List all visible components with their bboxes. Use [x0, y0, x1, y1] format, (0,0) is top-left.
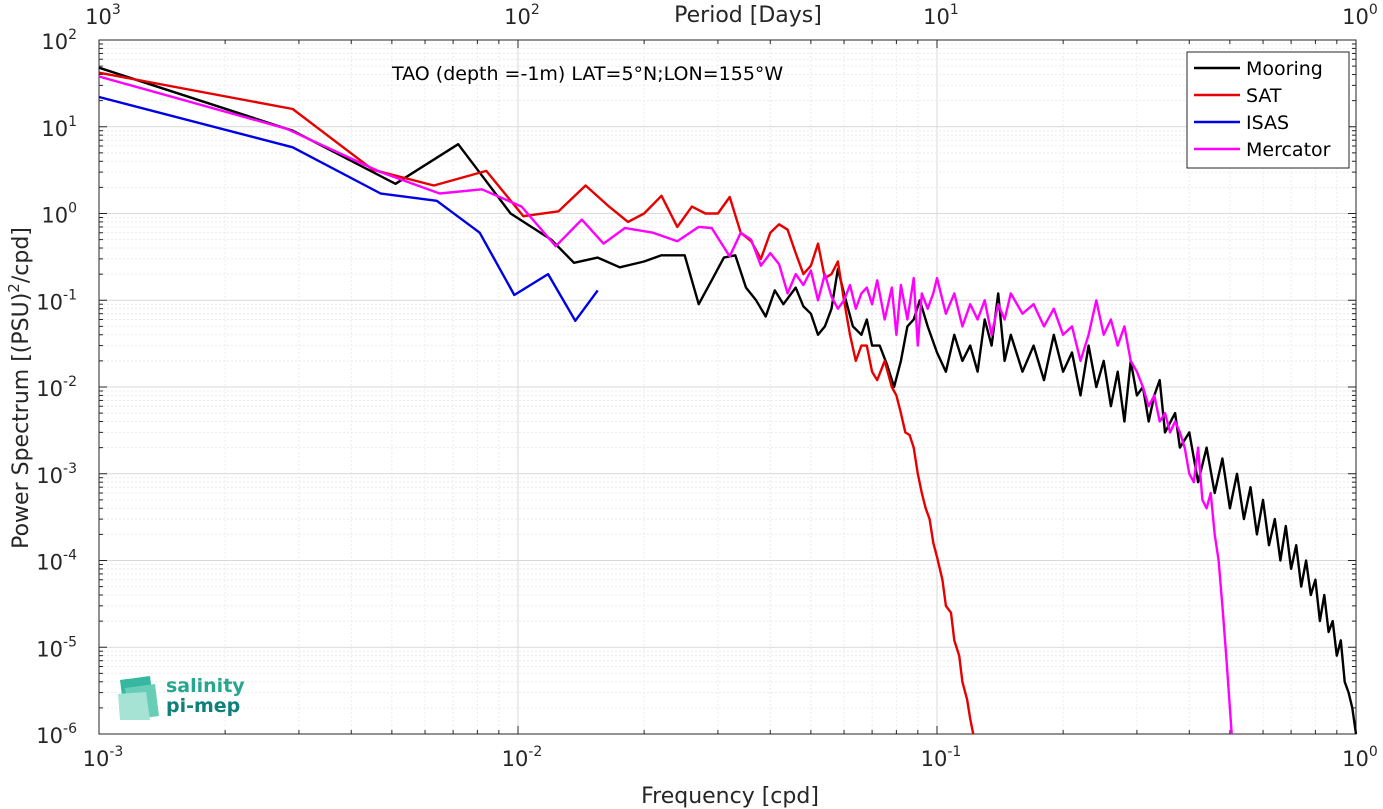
y-tick-label: 10-3 — [36, 461, 77, 488]
top-x-tick-label: 103 — [85, 2, 121, 29]
plot-area — [98, 66, 1358, 735]
legend-label-sat: SAT — [1246, 85, 1282, 107]
x-tick-label-base: 10 — [502, 747, 529, 771]
y-tick-label-base: 10 — [36, 637, 63, 661]
y-tick-label-exp: -2 — [63, 374, 77, 390]
series-line-sat — [98, 71, 975, 735]
legend-label-mooring: Mooring — [1246, 58, 1323, 80]
y-tick-label-exp: 1 — [68, 114, 77, 130]
salinity-pi-mep-logo: salinity pi-mep — [118, 675, 245, 720]
y-tick-label-base: 10 — [36, 464, 63, 488]
x-tick-label-exp: -3 — [109, 744, 123, 760]
top-x-tick-label-exp: 0 — [1369, 2, 1378, 18]
top-x-tick-label-exp: 2 — [531, 2, 540, 18]
y-tick-label-base: 10 — [41, 117, 68, 141]
chart-annotation: TAO (depth =-1m) LAT=5°N;LON=155°W — [391, 63, 783, 85]
series-line-mooring — [98, 66, 1358, 735]
series-line-mercator — [98, 75, 1233, 735]
x-tick-label-base: 10 — [83, 747, 110, 771]
legend: Mooring SAT ISAS Mercator — [1186, 51, 1350, 169]
logo-text-pi-mep: pi-mep — [166, 695, 240, 717]
y-axis-label-main: Power Spectrum [(PSU) — [9, 293, 34, 549]
y-tick-label-base: 10 — [41, 204, 68, 228]
x-tick-label: 100 — [1342, 744, 1378, 771]
y-axis-label-tail: /cpd] — [9, 227, 34, 283]
legend-label-isas: ISAS — [1246, 112, 1289, 134]
y-tick-label: 100 — [41, 201, 77, 228]
y-tick-label: 101 — [41, 114, 77, 141]
y-tick-label: 102 — [41, 27, 77, 54]
y-tick-label: 10-1 — [36, 287, 77, 314]
top-x-tick-label: 102 — [504, 2, 540, 29]
top-x-tick-label-exp: 1 — [950, 2, 959, 18]
grid — [98, 40, 1356, 735]
logo-text-salinity: salinity — [166, 675, 245, 697]
x-tick-label-exp: -2 — [528, 744, 542, 760]
y-tick-label: 10-6 — [36, 721, 77, 748]
y-axis-label-sup: 2 — [5, 283, 23, 293]
y-tick-label-base: 10 — [36, 377, 63, 401]
y-tick-label: 10-4 — [36, 548, 77, 575]
y-tick-label-base: 10 — [41, 30, 68, 54]
y-tick-label-exp: -3 — [63, 461, 77, 477]
y-tick-label-exp: -5 — [63, 634, 77, 650]
x-tick-label-exp: 0 — [1369, 744, 1378, 760]
x-tick-label-base: 10 — [1342, 747, 1369, 771]
top-x-axis-label: Period [Days] — [674, 3, 822, 28]
logo-mark-front — [118, 692, 150, 720]
y-tick-label: 10-2 — [36, 374, 77, 401]
x-tick-label: 10-3 — [83, 744, 124, 771]
y-axis-label: Power Spectrum [(PSU)2/cpd] — [5, 227, 34, 549]
y-tick-label-exp: -6 — [63, 721, 77, 737]
axes-frame — [98, 39, 1357, 735]
legend-label-mercator: Mercator — [1246, 139, 1331, 161]
x-tick-label-base: 10 — [921, 747, 948, 771]
y-tick-label-base: 10 — [36, 551, 63, 575]
x-tick-label: 10-2 — [502, 744, 543, 771]
y-tick-label-exp: 0 — [68, 201, 77, 217]
top-x-tick-label-base: 10 — [85, 5, 112, 29]
x-tick-label: 10-1 — [921, 744, 962, 771]
x-axis-label: Frequency [cpd] — [641, 784, 819, 809]
y-tick-label: 10-5 — [36, 634, 77, 661]
top-x-tick-label-base: 10 — [923, 5, 950, 29]
y-tick-label-exp: 2 — [68, 27, 77, 43]
x-tick-label-exp: -1 — [947, 744, 961, 760]
y-tick-label-exp: -1 — [63, 287, 77, 303]
series-line-isas — [98, 95, 599, 322]
top-x-tick-label: 101 — [923, 2, 959, 29]
top-x-tick-label-base: 10 — [1342, 5, 1369, 29]
top-x-tick-label-base: 10 — [504, 5, 531, 29]
top-x-tick-label-exp: 3 — [112, 2, 121, 18]
y-tick-label-base: 10 — [36, 290, 63, 314]
y-tick-label-exp: -4 — [63, 548, 77, 564]
top-x-tick-label: 100 — [1342, 2, 1378, 29]
y-tick-label-base: 10 — [36, 724, 63, 748]
